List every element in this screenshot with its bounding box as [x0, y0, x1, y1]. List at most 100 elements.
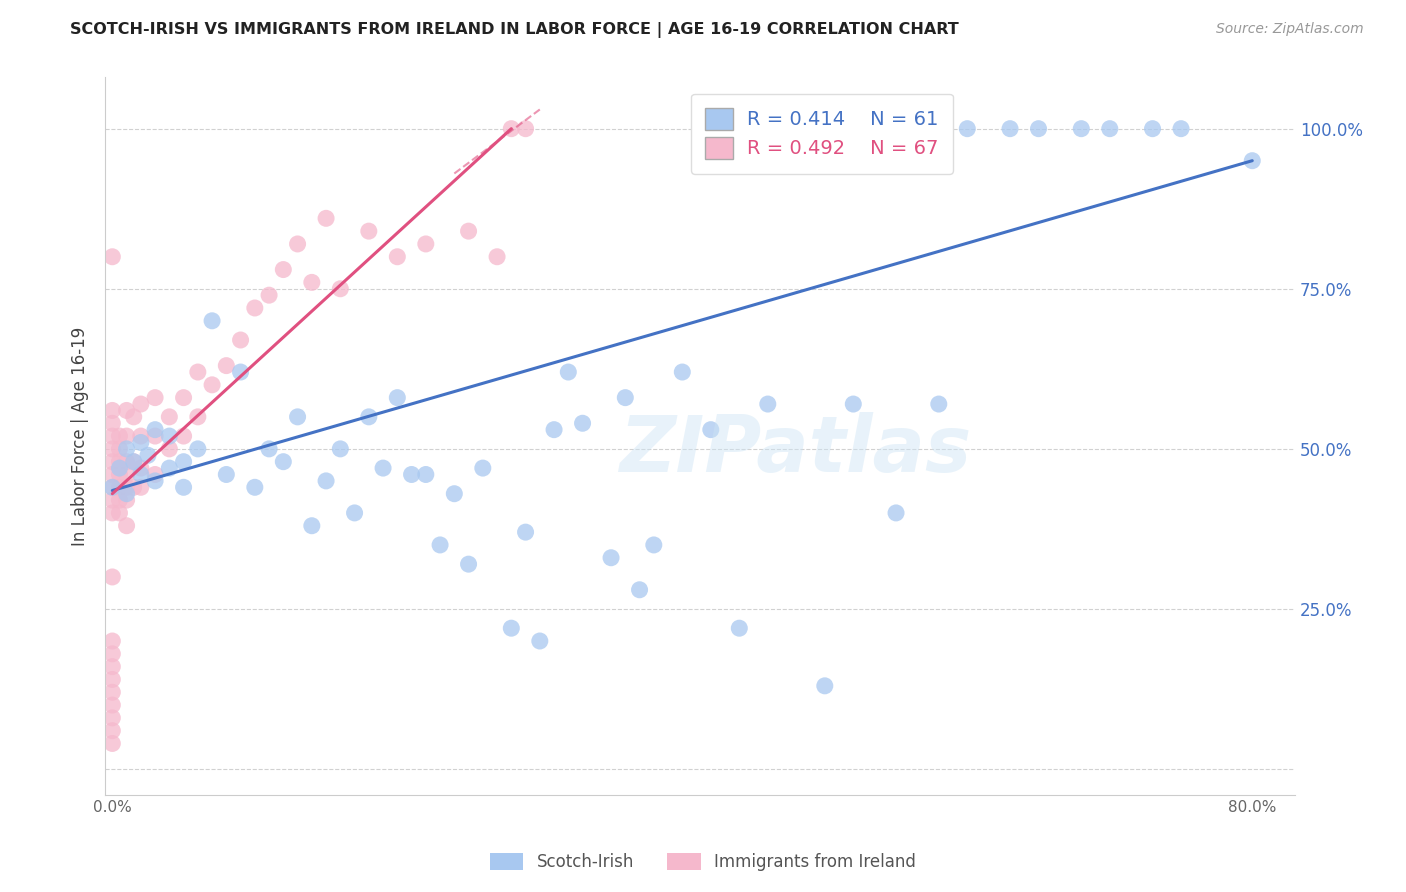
Point [515, 525, 537, 540]
Point [115, 467, 138, 482]
Point [443, 486, 465, 500]
Point [143, 391, 166, 405]
Point [101, 673, 124, 687]
Point [429, 538, 451, 552]
Point [143, 423, 166, 437]
Point [287, 236, 309, 251]
Y-axis label: In Labor Force | Age 16-19: In Labor Force | Age 16-19 [72, 326, 89, 546]
Point [315, 211, 337, 226]
Point [157, 429, 180, 443]
Point [215, 359, 238, 373]
Point [122, 455, 145, 469]
Point [187, 442, 209, 456]
Point [998, 121, 1021, 136]
Point [108, 442, 131, 456]
Point [129, 480, 152, 494]
Point [956, 121, 979, 136]
Point [115, 442, 138, 456]
Point [243, 301, 266, 315]
Point [101, 442, 124, 456]
Point [129, 467, 152, 482]
Point [108, 467, 131, 482]
Point [1142, 121, 1164, 136]
Point [101, 685, 124, 699]
Point [257, 288, 280, 302]
Point [229, 333, 252, 347]
Point [415, 467, 437, 482]
Point [1098, 121, 1121, 136]
Point [273, 262, 295, 277]
Text: ZIPatlas: ZIPatlas [619, 412, 972, 489]
Point [700, 423, 723, 437]
Point [101, 429, 124, 443]
Point [557, 365, 579, 379]
Point [287, 409, 309, 424]
Point [273, 455, 295, 469]
Point [201, 314, 224, 328]
Point [101, 467, 124, 482]
Point [187, 365, 209, 379]
Point [343, 506, 366, 520]
Point [115, 518, 138, 533]
Point [129, 429, 152, 443]
Point [671, 365, 693, 379]
Point [157, 461, 180, 475]
Point [471, 461, 494, 475]
Point [101, 403, 124, 417]
Point [329, 442, 352, 456]
Point [129, 435, 152, 450]
Point [101, 506, 124, 520]
Point [229, 365, 252, 379]
Text: Source: ZipAtlas.com: Source: ZipAtlas.com [1216, 22, 1364, 37]
Point [108, 429, 131, 443]
Point [457, 224, 479, 238]
Point [108, 506, 131, 520]
Point [173, 429, 195, 443]
Point [122, 455, 145, 469]
Point [457, 557, 479, 571]
Legend: Scotch-Irish, Immigrants from Ireland: Scotch-Irish, Immigrants from Ireland [482, 845, 924, 880]
Point [101, 647, 124, 661]
Point [187, 409, 209, 424]
Point [387, 250, 409, 264]
Point [143, 467, 166, 482]
Point [115, 429, 138, 443]
Point [1028, 121, 1050, 136]
Point [1241, 153, 1264, 168]
Point [101, 711, 124, 725]
Point [387, 391, 409, 405]
Point [143, 474, 166, 488]
Point [357, 409, 380, 424]
Point [101, 480, 124, 494]
Point [543, 423, 565, 437]
Point [129, 461, 152, 475]
Point [108, 455, 131, 469]
Point [501, 121, 523, 136]
Point [329, 282, 352, 296]
Point [486, 250, 509, 264]
Point [157, 409, 180, 424]
Point [756, 397, 779, 411]
Point [101, 250, 124, 264]
Point [157, 442, 180, 456]
Point [101, 698, 124, 712]
Point [101, 736, 124, 750]
Point [415, 236, 437, 251]
Point [201, 377, 224, 392]
Point [643, 538, 665, 552]
Point [108, 493, 131, 508]
Point [243, 480, 266, 494]
Legend: R = 0.414    N = 61, R = 0.492    N = 67: R = 0.414 N = 61, R = 0.492 N = 67 [692, 94, 953, 174]
Point [101, 417, 124, 431]
Point [371, 461, 394, 475]
Point [173, 455, 195, 469]
Point [101, 480, 124, 494]
Point [842, 397, 865, 411]
Point [115, 403, 138, 417]
Point [115, 486, 138, 500]
Point [928, 397, 950, 411]
Point [529, 634, 551, 648]
Point [108, 480, 131, 494]
Point [101, 455, 124, 469]
Point [628, 582, 651, 597]
